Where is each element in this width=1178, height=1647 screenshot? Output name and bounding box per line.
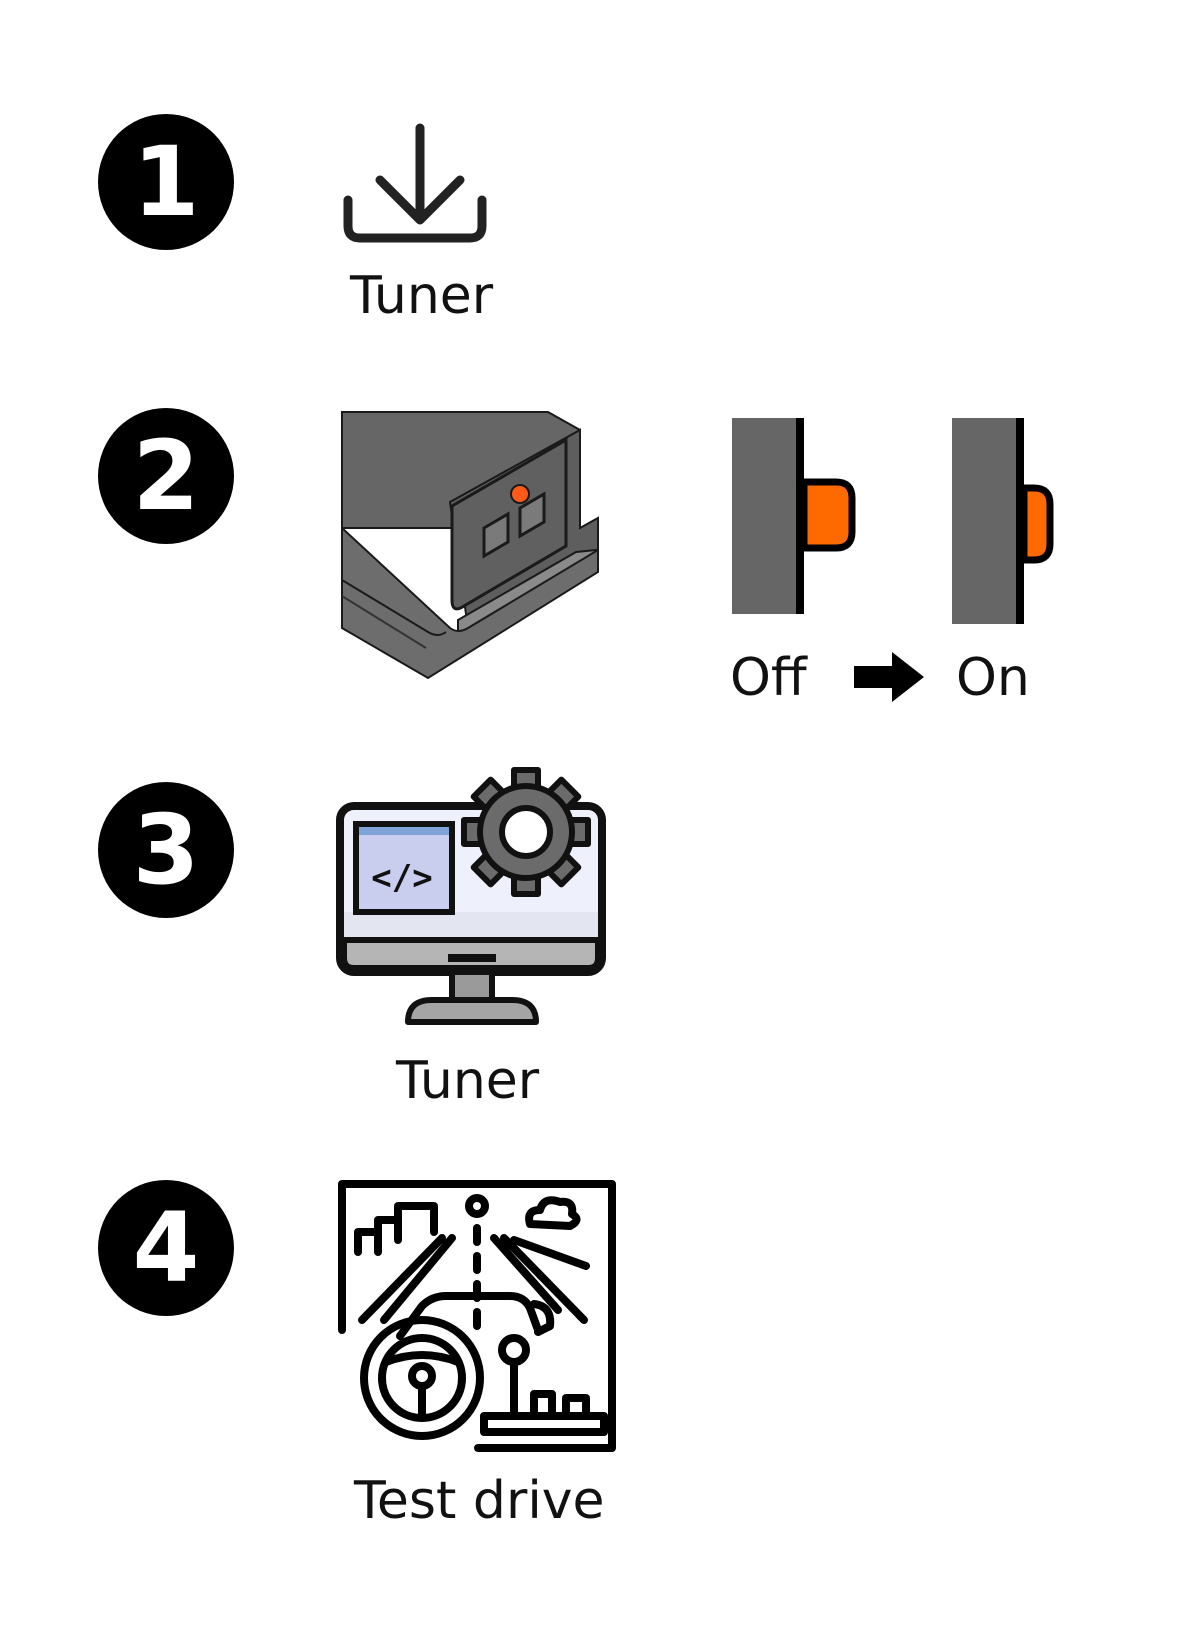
driving-simulator-icon [338, 1180, 616, 1452]
step-number-3: 3 [98, 782, 234, 918]
step-3-label: Tuner [396, 1051, 540, 1111]
switch-off-label: Off [730, 648, 807, 708]
svg-text:</>: </> [371, 858, 432, 898]
switch-off-icon [732, 418, 856, 614]
step-number-1: 1 [98, 114, 234, 250]
step-4-label: Test drive [354, 1471, 605, 1531]
device-icon [341, 411, 599, 680]
step-1-label: Tuner [350, 266, 494, 326]
switch-on-icon [952, 418, 1054, 624]
arrow-right-icon [854, 652, 924, 702]
step-number-4: 4 [98, 1180, 234, 1316]
step-number-2: 2 [98, 408, 234, 544]
monitor-gear-icon: </> [336, 767, 606, 1025]
download-icon [343, 123, 487, 243]
switch-on-label: On [956, 648, 1030, 708]
